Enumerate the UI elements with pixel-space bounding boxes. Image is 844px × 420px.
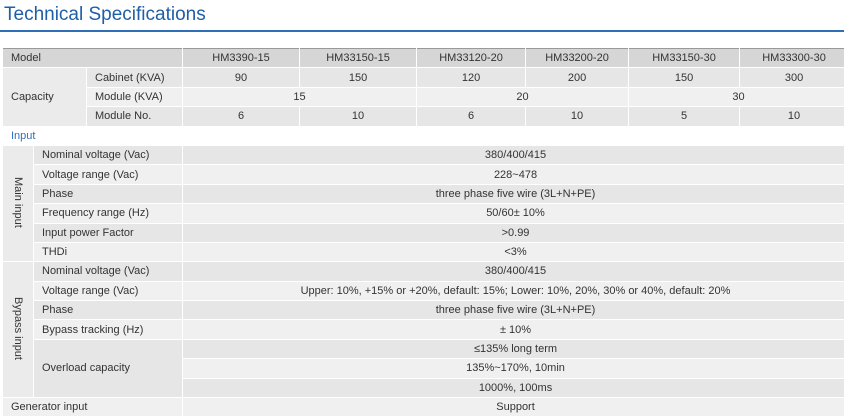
table-cell: 6 (417, 107, 526, 126)
row-label: Input power Factor (34, 223, 183, 242)
table-cell: 228~478 (183, 165, 844, 184)
table-row: Input power Factor >0.99 (3, 223, 844, 242)
table-cell: 135%~170%, 10min (183, 359, 844, 378)
header-cell: HM33200-20 (526, 48, 629, 68)
table-row: Phase three phase five wire (3L+N+PE) (3, 301, 844, 320)
table-cell: >0.99 (183, 223, 844, 242)
title-rule (0, 30, 844, 32)
header-cell: HM33150-30 (629, 48, 740, 68)
table-row: Capacity Cabinet (KVA) 90 150 120 200 150 300 (3, 68, 844, 126)
row-label: Nominal voltage (Vac) (34, 262, 183, 281)
group-label: Main input (12, 176, 24, 228)
row-label: Phase (34, 184, 183, 204)
header-cell: Model (3, 48, 183, 68)
row-label: Nominal voltage (Vac) (34, 145, 183, 165)
table-row: Phase three phase five wire (3L+N+PE) (3, 184, 844, 204)
table-row: Generator input Support (3, 398, 844, 417)
row-label: Overload capacity (34, 339, 183, 398)
table-cell: ≤135% long term (183, 339, 844, 359)
row-label: THDi (34, 242, 183, 262)
table-cell: 10 (300, 107, 417, 126)
table-row: Input (3, 126, 844, 145)
table-cell: 380/400/415 (183, 145, 844, 165)
page-title: Technical Specifications (4, 4, 206, 25)
row-label: Cabinet (KVA) (87, 68, 183, 87)
header-cell: HM33120-20 (417, 48, 526, 68)
table-cell: 20 (417, 87, 629, 107)
table-cell: 120 (417, 68, 526, 87)
header-cell: HM33150-15 (300, 48, 417, 68)
table-cell: Upper: 10%, +15% or +20%, default: 15%; … (183, 281, 844, 301)
table-row: Model HM3390-15 HM33150-15 HM33120-20 HM3320… (3, 48, 844, 68)
row-label: Voltage range (Vac) (34, 281, 183, 301)
table-cell: 300 (740, 68, 844, 87)
header-cell: HM33300-30 (740, 48, 844, 68)
table-cell: 90 (183, 68, 300, 87)
table-body: Model HM3390-15 HM33150-15 HM33120-20 HM3320… (3, 48, 844, 417)
row-label: Phase (34, 301, 183, 320)
table-cell: 150 (300, 68, 417, 87)
table-cell: 10 (526, 107, 629, 126)
table-cell: 200 (526, 68, 629, 87)
row-label: Capacity (3, 68, 86, 126)
table-cell: Support (183, 398, 844, 417)
table-row: Module No. 6 10 6 10 5 10 (3, 107, 844, 126)
table-cell: 10 (740, 107, 844, 126)
row-label: Bypass tracking (Hz) (34, 320, 183, 339)
row-label: Generator input (3, 398, 183, 417)
table-row: Bypass tracking (Hz) ± 10% (3, 320, 844, 339)
table-cell: Bypass input (3, 262, 33, 398)
table-cell: three phase five wire (3L+N+PE) (183, 301, 844, 320)
row-label: Voltage range (Vac) (34, 165, 183, 184)
table-row: Voltage range (Vac) 228~478 (3, 165, 844, 184)
group-label: Bypass input (12, 296, 24, 360)
table-row: 135%~170%, 10min (3, 359, 844, 378)
table-cell: Main input (3, 145, 33, 262)
table-row: THDi <3% (3, 242, 844, 262)
table-cell: 150 (629, 68, 740, 87)
section-label: Input (3, 126, 844, 145)
spec-table: Model HM3390-15 HM33150-15 HM33120-20 HM3320… (2, 47, 844, 417)
table-row: Module (KVA) 15 20 30 (3, 87, 844, 107)
table-row: Frequency range (Hz) 50/60± 10% (3, 204, 844, 223)
table-cell: ± 10% (183, 320, 844, 339)
table-cell: 1000%, 100ms (183, 378, 844, 398)
table-cell: 5 (629, 107, 740, 126)
table-cell: 15 (183, 87, 417, 107)
table-cell: <3% (183, 242, 844, 262)
row-label: Module No. (87, 107, 183, 126)
table-row: 1000%, 100ms (3, 378, 844, 398)
table-cell: 6 (183, 107, 300, 126)
row-label: Module (KVA) (87, 87, 183, 107)
table-cell: 380/400/415 (183, 262, 844, 281)
table-cell: 50/60± 10% (183, 204, 844, 223)
table-row: Main input Nominal voltage (Vac) 380/400/4… (3, 145, 844, 262)
table-row: Voltage range (Vac) Upper: 10%, +15% or +… (3, 281, 844, 301)
table-row: Overload capacity ≤135% long term (3, 339, 844, 398)
table-row: Bypass input Nominal voltage (Vac) 380/400… (3, 262, 844, 398)
table-cell: 30 (629, 87, 844, 107)
table-cell: three phase five wire (3L+N+PE) (183, 184, 844, 204)
row-label: Frequency range (Hz) (34, 204, 183, 223)
header-cell: HM3390-15 (183, 48, 300, 68)
